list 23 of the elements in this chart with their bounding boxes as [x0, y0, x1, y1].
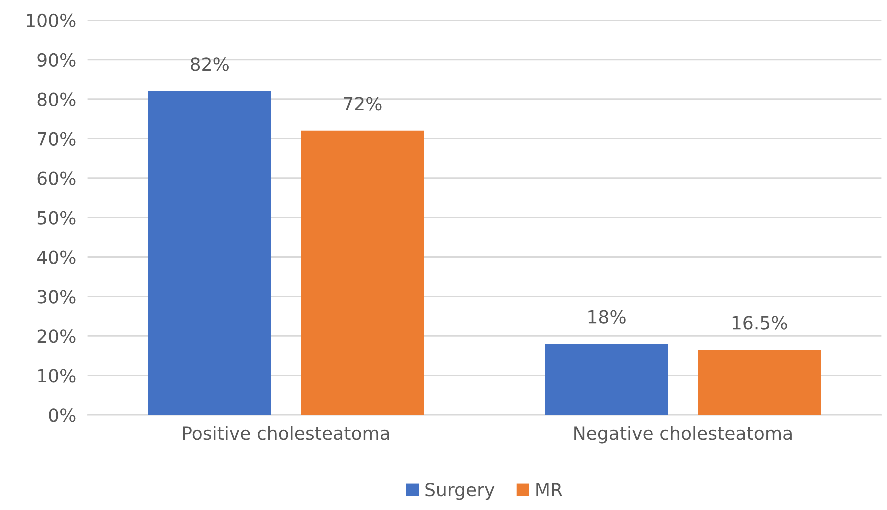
legend-label: MR — [536, 483, 563, 496]
x-tick-label: Positive cholesteatoma — [183, 426, 390, 440]
legend-label: Surgery — [426, 483, 495, 500]
y-tick-label: 10% — [38, 369, 76, 383]
y-tick-label: 30% — [38, 290, 76, 304]
y-tick-label: 80% — [38, 92, 76, 106]
y-tick-label: 0% — [49, 408, 76, 422]
bar — [545, 344, 668, 416]
data-label: 16.5% — [732, 316, 788, 330]
y-tick-label: 90% — [38, 53, 76, 67]
data-label: 82% — [191, 58, 229, 72]
bar — [301, 130, 424, 416]
y-tick-label: 70% — [38, 132, 76, 146]
x-tick-label: Negative cholesteatoma — [574, 426, 792, 444]
bar — [148, 91, 272, 416]
bar — [698, 350, 822, 416]
y-tick-label: 50% — [38, 211, 76, 225]
data-label: 18% — [588, 310, 626, 324]
y-tick-label: 60% — [38, 172, 76, 186]
y-tick-label: 40% — [37, 250, 76, 264]
y-tick-label: 100% — [27, 14, 76, 28]
y-tick-label: 20% — [38, 330, 76, 344]
data-label: 72% — [344, 97, 382, 111]
